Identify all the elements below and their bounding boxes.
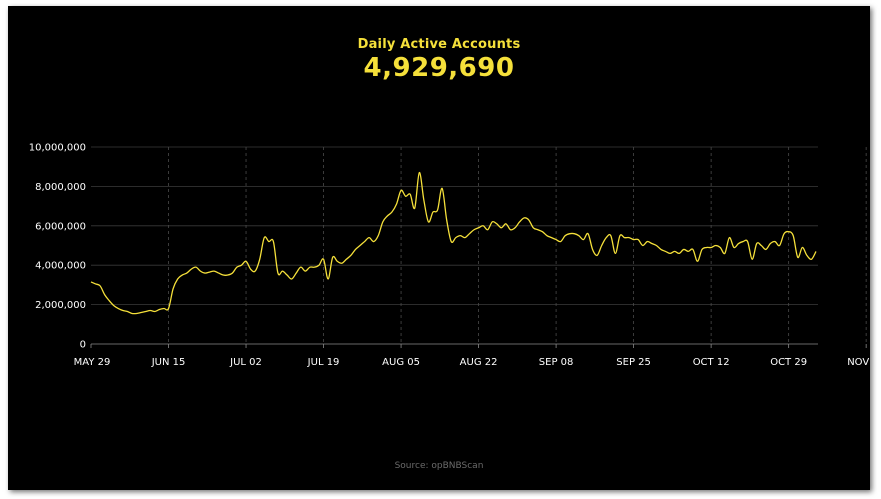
x-tick-label: MAY 29: [74, 357, 111, 368]
x-tick-label: SEP 08: [539, 357, 574, 368]
x-tick-label: AUG 05: [382, 357, 420, 368]
y-tick-label: 8,000,000: [35, 182, 86, 193]
headline-value: 4,929,690: [363, 53, 515, 83]
x-tick-label: OCT 29: [770, 357, 807, 368]
x-tick-label: NOV 15: [847, 357, 870, 368]
y-axis-labels: 0 2,000,000 4,000,000 6,000,000 8,000,000 10,…: [29, 143, 86, 351]
grid-lines: [90, 146, 867, 348]
x-axis-labels: MAY 29 JUN 15 JUL 02 JUL 19 AUG 05 AUG 22 SEP …: [74, 357, 870, 368]
series-layer: [90, 171, 817, 315]
chart-title: Daily Active Accounts: [357, 37, 521, 52]
source-note: Source: opBNBScan: [394, 461, 484, 471]
x-tick-label: AUG 22: [460, 357, 498, 368]
y-tick-label: 4,000,000: [35, 261, 86, 272]
x-tick-label: SEP 25: [616, 357, 651, 368]
y-tick-label: 10,000,000: [29, 143, 86, 154]
x-tick-label: OCT 12: [693, 357, 730, 368]
y-tick-label: 0: [80, 340, 86, 351]
x-tick-label: JUL 19: [307, 357, 340, 368]
series-line: [90, 171, 817, 315]
y-tick-label: 6,000,000: [35, 221, 86, 232]
y-tick-label: 2,000,000: [35, 300, 86, 311]
x-tick-label: JUN 15: [151, 357, 186, 368]
x-tick-label: JUL 02: [229, 357, 262, 368]
chart-panel: Daily Active Accounts 4,929,690 0 2,000,0…: [8, 6, 870, 490]
line-chart: 0 2,000,000 4,000,000 6,000,000 8,000,000 10,…: [29, 143, 870, 369]
